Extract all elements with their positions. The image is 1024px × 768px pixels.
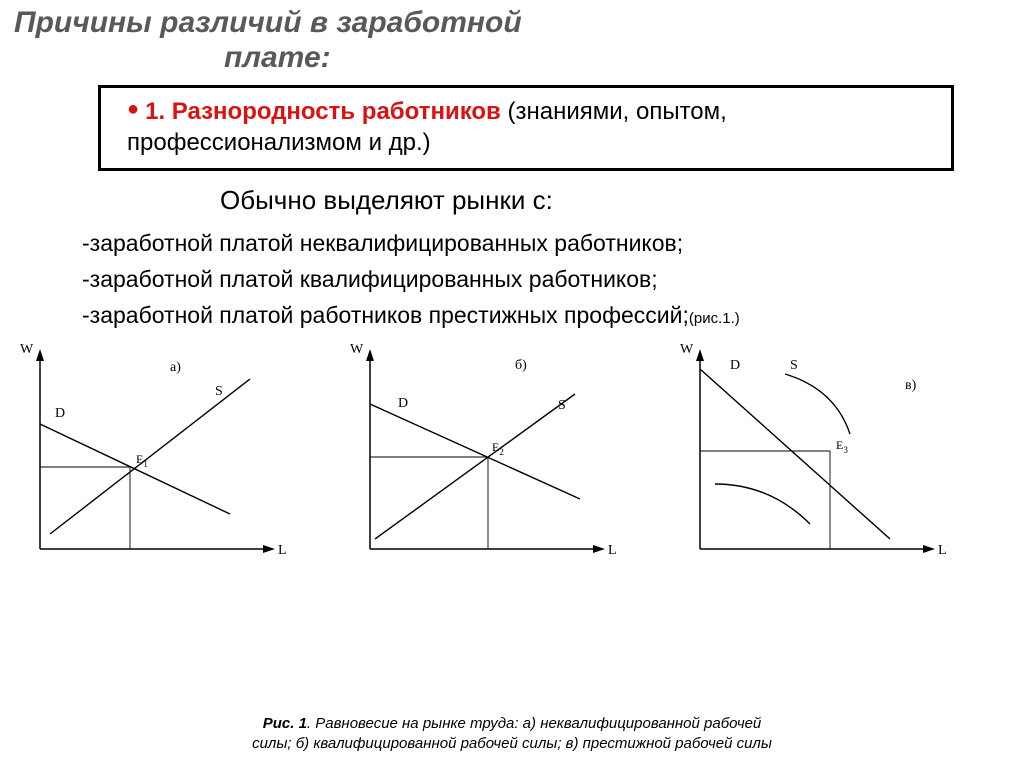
supply-arc-2 [715, 484, 810, 524]
chart-c: W L D S в) E3 [680, 339, 980, 579]
panel-label: a) [170, 360, 181, 375]
reason-heading: 1. Разнородность работников [145, 98, 501, 125]
figure-ref: (рис.1.) [689, 310, 740, 327]
demand-line [700, 369, 890, 539]
supply-arc-1 [785, 374, 850, 434]
chart-b: W L D S б) E2 [350, 339, 650, 579]
list-item: -заработной платой неквалифицированных р… [82, 226, 1024, 262]
caption-line2: силы; б) квалифицированной рабочей силы;… [252, 735, 772, 752]
equilibrium-label: E2 [492, 440, 504, 457]
axis-x-label: L [938, 543, 947, 558]
axis-x-label: L [278, 543, 287, 558]
axis-y-label: W [20, 342, 34, 357]
d-label: D [730, 358, 740, 373]
panel-label: б) [515, 358, 527, 373]
axis-x-label: L [608, 543, 617, 558]
market-list: -заработной платой неквалифицированных р… [0, 226, 1024, 333]
list-item: -заработной платой работников престижных… [82, 298, 1024, 334]
title-line-2: плате: [14, 41, 331, 74]
chart-a: W L D S a) E1 [20, 339, 320, 579]
bullet-icon: ● [127, 96, 139, 122]
panel-label: в) [905, 378, 917, 393]
reason-box: ●1. Разнородность работников (знаниями, … [98, 85, 954, 171]
subheading: Обычно выделяют рынки с: [0, 185, 1024, 216]
charts-row: W L D S a) E1 W [0, 339, 1024, 609]
s-label: S [215, 384, 223, 399]
page-title: Причины различий в заработной плате: [0, 0, 1024, 75]
axis-y-label: W [350, 342, 364, 357]
figure-caption: Рис. 1. Равновесие на рынке труда: a) не… [0, 714, 1024, 755]
axis-y-label: W [680, 342, 694, 357]
d-label: D [398, 396, 408, 411]
equilibrium-label: E3 [836, 438, 848, 455]
caption-line1: . Равновесие на рынке труда: a) неквалиф… [307, 715, 761, 732]
list-item: -заработной платой квалифицированных раб… [82, 262, 1024, 298]
s-label: S [790, 358, 798, 373]
d-label: D [55, 406, 65, 421]
title-line-1: Причины различий в заработной [14, 6, 522, 39]
caption-bold: Рис. 1 [263, 715, 307, 732]
supply-line [375, 394, 575, 539]
supply-line [50, 379, 250, 534]
demand-line [370, 404, 580, 499]
s-label: S [558, 398, 566, 413]
